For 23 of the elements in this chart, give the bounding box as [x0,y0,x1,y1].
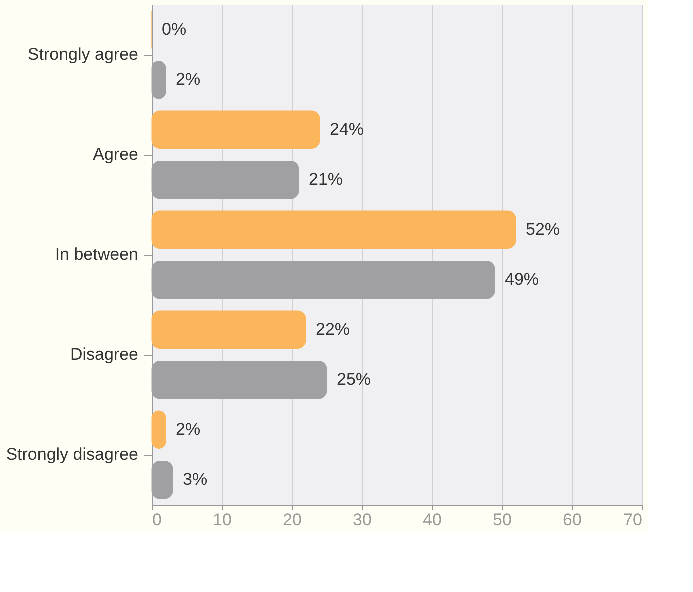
x-tick-label: 40 [423,510,442,530]
data-label: 2% [176,70,201,90]
y-tick-label: Strongly disagree [6,445,138,464]
data-label: 52% [526,220,560,239]
x-tick-label: 60 [563,510,582,530]
x-tick-label: 70 [624,510,642,530]
x-tick-label: 50 [493,510,512,530]
x-tick-label: 0 [152,510,162,530]
data-label: 21% [309,170,344,190]
data-label: 3% [183,470,208,490]
data-label: 0% [162,20,187,39]
data-label: 49% [505,270,540,290]
data-label: 2% [176,420,201,439]
y-tick-label: In between [55,245,138,264]
y-tick-label: Strongly agree [28,45,138,64]
y-tick-label: Disagree [70,345,138,364]
data-label: 25% [337,370,372,390]
data-label: 22% [316,320,350,339]
x-tick-label: 10 [213,510,232,530]
x-tick-label: 30 [353,510,372,530]
data-label: 24% [330,120,364,139]
x-tick-label: 20 [283,510,302,530]
y-tick-label: Agree [93,145,138,164]
